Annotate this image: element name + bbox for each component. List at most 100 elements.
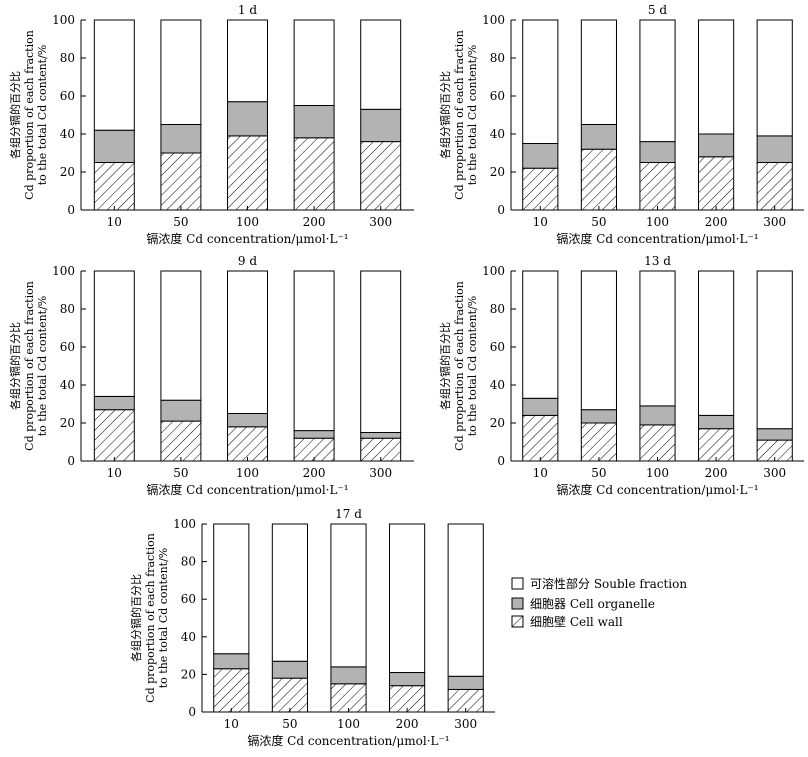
x-axis-label: 镉浓度 Cd concentration/μmol·L⁻¹ <box>247 733 449 748</box>
y-tick-label: 40 <box>490 127 505 141</box>
y-axis-label-line-3: to the total Cd content/% <box>157 548 170 689</box>
bar-segment-soluble-fraction <box>360 270 402 433</box>
bar-segment-soluble-fraction <box>580 19 617 125</box>
x-tick-label: 10 <box>107 466 122 480</box>
bar-segment-soluble-fraction <box>639 19 676 143</box>
x-tick-label: 200 <box>303 215 326 229</box>
bar-segment-soluble-fraction <box>698 270 735 416</box>
y-tick-label: 80 <box>181 555 196 569</box>
bar-segment-soluble-fraction <box>389 523 426 674</box>
y-tick-label: 0 <box>67 454 75 468</box>
y-axis-label-line-1: 各组分镉的百分比 <box>438 71 452 159</box>
bar-segment-cell-organelle <box>160 399 202 422</box>
bar-segment-cell-organelle <box>580 409 617 424</box>
y-tick-label: 20 <box>60 165 75 179</box>
legend-label-wall: 细胞壁 Cell wall <box>530 614 623 629</box>
bar-segment-soluble-fraction <box>160 270 202 401</box>
x-tick-label: 100 <box>646 215 669 229</box>
bar-segment-cell-organelle <box>227 101 268 137</box>
y-tick-label: 20 <box>490 165 505 179</box>
y-tick-label: 40 <box>490 378 505 392</box>
bar-segment-cell-wall <box>580 422 617 462</box>
y-tick-label: 0 <box>67 203 75 217</box>
bar-segment-cell-wall <box>330 683 367 713</box>
y-axis-label-line-1: 各组分镉的百分比 <box>438 322 452 410</box>
x-axis-label: 镉浓度 Cd concentration/μmol·L⁻¹ <box>146 482 348 497</box>
x-tick-label: 50 <box>173 466 188 480</box>
y-axis-label-line-1: 各组分镉的百分比 <box>129 574 143 662</box>
bar-segment-cell-wall <box>639 162 676 211</box>
bar-segment-cell-wall <box>698 428 735 462</box>
legend-swatch-soluble <box>511 577 524 590</box>
y-axis-label-line-2: Cd proportion of each fraction <box>144 533 157 703</box>
bar-segment-soluble-fraction <box>93 19 135 131</box>
bar-segment-cell-organelle <box>639 405 676 426</box>
bar-segment-soluble-fraction <box>271 523 308 662</box>
x-axis-label: 镉浓度 Cd concentration/μmol·L⁻¹ <box>556 231 758 246</box>
y-tick-label: 80 <box>490 51 505 65</box>
y-tick-label: 0 <box>497 203 505 217</box>
y-axis-label-line-2: Cd proportion of each fraction <box>23 281 36 451</box>
bar-segment-soluble-fraction <box>160 19 202 125</box>
bar-segment-cell-organelle <box>522 143 559 169</box>
panel-title: 5 d <box>648 3 667 17</box>
y-tick-label: 100 <box>173 517 196 531</box>
x-tick-label: 100 <box>236 466 259 480</box>
y-tick-label: 40 <box>60 127 75 141</box>
bar-segment-cell-organelle <box>389 672 426 687</box>
bar-segment-cell-wall <box>698 156 735 211</box>
bar-segment-cell-wall <box>522 414 559 462</box>
x-tick-label: 100 <box>337 717 360 731</box>
bar-segment-cell-organelle <box>293 105 335 139</box>
bar-segment-cell-organelle <box>160 124 202 154</box>
bar-segment-soluble-fraction <box>227 19 268 103</box>
bar-segment-cell-wall <box>756 162 793 211</box>
bar-segment-cell-wall <box>389 685 426 713</box>
chart-panel-5: 17 d 0 20 40 60 80 100 10 50 100 200 300 镉浓度 Cd conc… <box>129 507 495 748</box>
bar-segment-cell-wall <box>160 420 202 462</box>
y-axis-label-line-3: to the total Cd content/% <box>36 45 49 186</box>
bar-segment-soluble-fraction <box>293 19 335 106</box>
y-tick-label: 100 <box>52 13 75 27</box>
x-tick-label: 300 <box>763 215 786 229</box>
y-tick-label: 40 <box>60 378 75 392</box>
y-tick-label: 100 <box>482 13 505 27</box>
bar-segment-soluble-fraction <box>293 270 335 432</box>
bar-segment-soluble-fraction <box>698 19 735 135</box>
x-tick-label: 100 <box>236 215 259 229</box>
x-tick-label: 300 <box>454 717 477 731</box>
bar-segment-soluble-fraction <box>227 270 268 414</box>
bar-segment-soluble-fraction <box>447 523 484 677</box>
bar-segment-cell-organelle <box>580 124 617 150</box>
y-tick-label: 20 <box>490 416 505 430</box>
bar-segment-cell-organelle <box>293 430 335 439</box>
x-tick-label: 50 <box>173 215 188 229</box>
bar-segment-cell-wall <box>213 668 250 713</box>
bar-segment-cell-organelle <box>756 135 793 163</box>
bar-segment-cell-organelle <box>522 397 559 416</box>
bar-segment-cell-organelle <box>639 141 676 164</box>
bar-segment-cell-wall <box>360 141 402 211</box>
bar-segment-cell-organelle <box>360 432 402 439</box>
y-tick-label: 100 <box>482 264 505 278</box>
bar-segment-cell-organelle <box>93 129 135 163</box>
x-tick-label: 50 <box>591 215 606 229</box>
bar-segment-cell-organelle <box>330 666 367 685</box>
y-axis-label-line-2: Cd proportion of each fraction <box>23 30 36 200</box>
panel-title: 9 d <box>238 254 257 268</box>
y-tick-label: 60 <box>181 592 196 606</box>
x-axis-label: 镉浓度 Cd concentration/μmol·L⁻¹ <box>556 482 758 497</box>
legend-swatch-organelle <box>511 597 524 610</box>
x-axis-label: 镉浓度 Cd concentration/μmol·L⁻¹ <box>146 231 348 246</box>
bar-segment-cell-wall <box>93 162 135 211</box>
y-tick-label: 60 <box>60 89 75 103</box>
x-tick-label: 10 <box>533 215 548 229</box>
x-tick-label: 50 <box>282 717 297 731</box>
x-tick-label: 50 <box>591 466 606 480</box>
x-tick-label: 100 <box>646 466 669 480</box>
bar-segment-cell-organelle <box>698 133 735 158</box>
bar-segment-cell-organelle <box>698 414 735 430</box>
bar-segment-cell-wall <box>160 152 202 211</box>
